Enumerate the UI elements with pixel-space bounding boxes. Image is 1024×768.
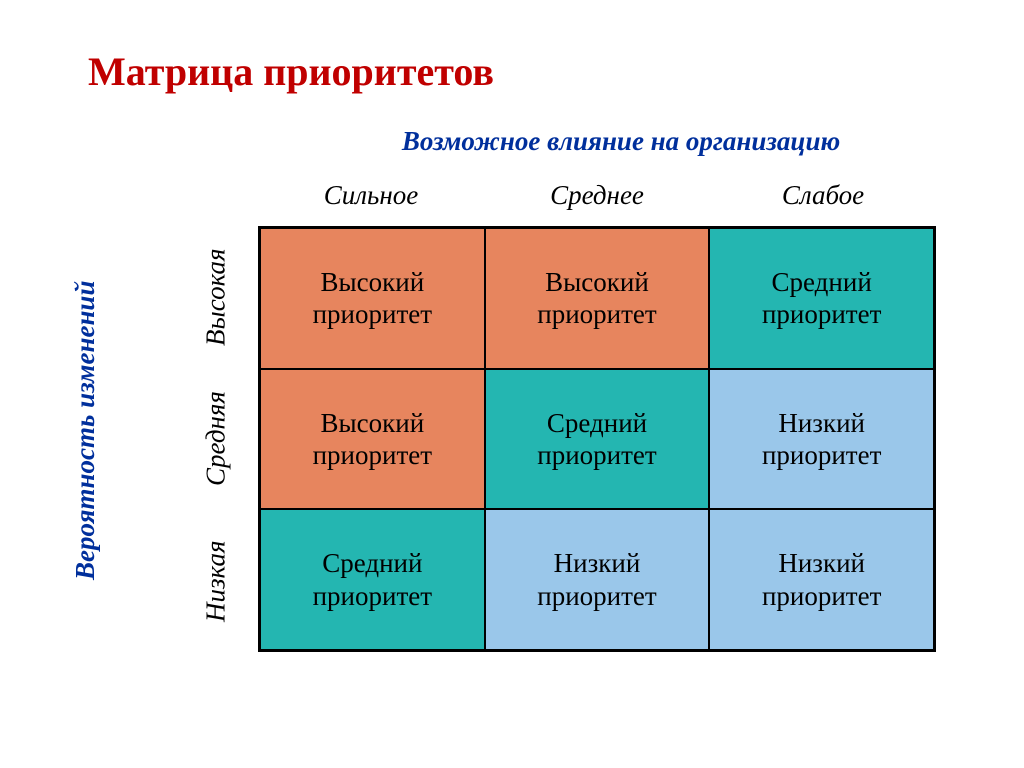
cell-1-0: Высокий приоритет [260, 369, 485, 510]
col-header-2: Слабое [710, 180, 936, 211]
col-header-0: Сильное [258, 180, 484, 211]
row-label-2: Низкая [190, 510, 242, 652]
y-axis-title: Вероятность изменений [70, 280, 101, 580]
cell-0-0: Высокий приоритет [260, 228, 485, 369]
cell-0-2: Средний приоритет [709, 228, 934, 369]
row-label-1: Средняя [190, 368, 242, 510]
x-axis-title: Возможное влияние на организацию [326, 126, 916, 157]
cell-2-0: Средний приоритет [260, 509, 485, 650]
priority-matrix: Высокий приоритет Высокий приоритет Сред… [258, 226, 936, 652]
row-labels: Высокая Средняя Низкая [190, 226, 242, 652]
cell-1-1: Средний приоритет [485, 369, 710, 510]
page-title: Матрица приоритетов [88, 48, 494, 95]
cell-2-2: Низкий приоритет [709, 509, 934, 650]
cell-0-1: Высокий приоритет [485, 228, 710, 369]
column-headers: Сильное Среднее Слабое [258, 180, 936, 211]
col-header-1: Среднее [484, 180, 710, 211]
cell-2-1: Низкий приоритет [485, 509, 710, 650]
row-label-0: Высокая [190, 226, 242, 368]
cell-1-2: Низкий приоритет [709, 369, 934, 510]
